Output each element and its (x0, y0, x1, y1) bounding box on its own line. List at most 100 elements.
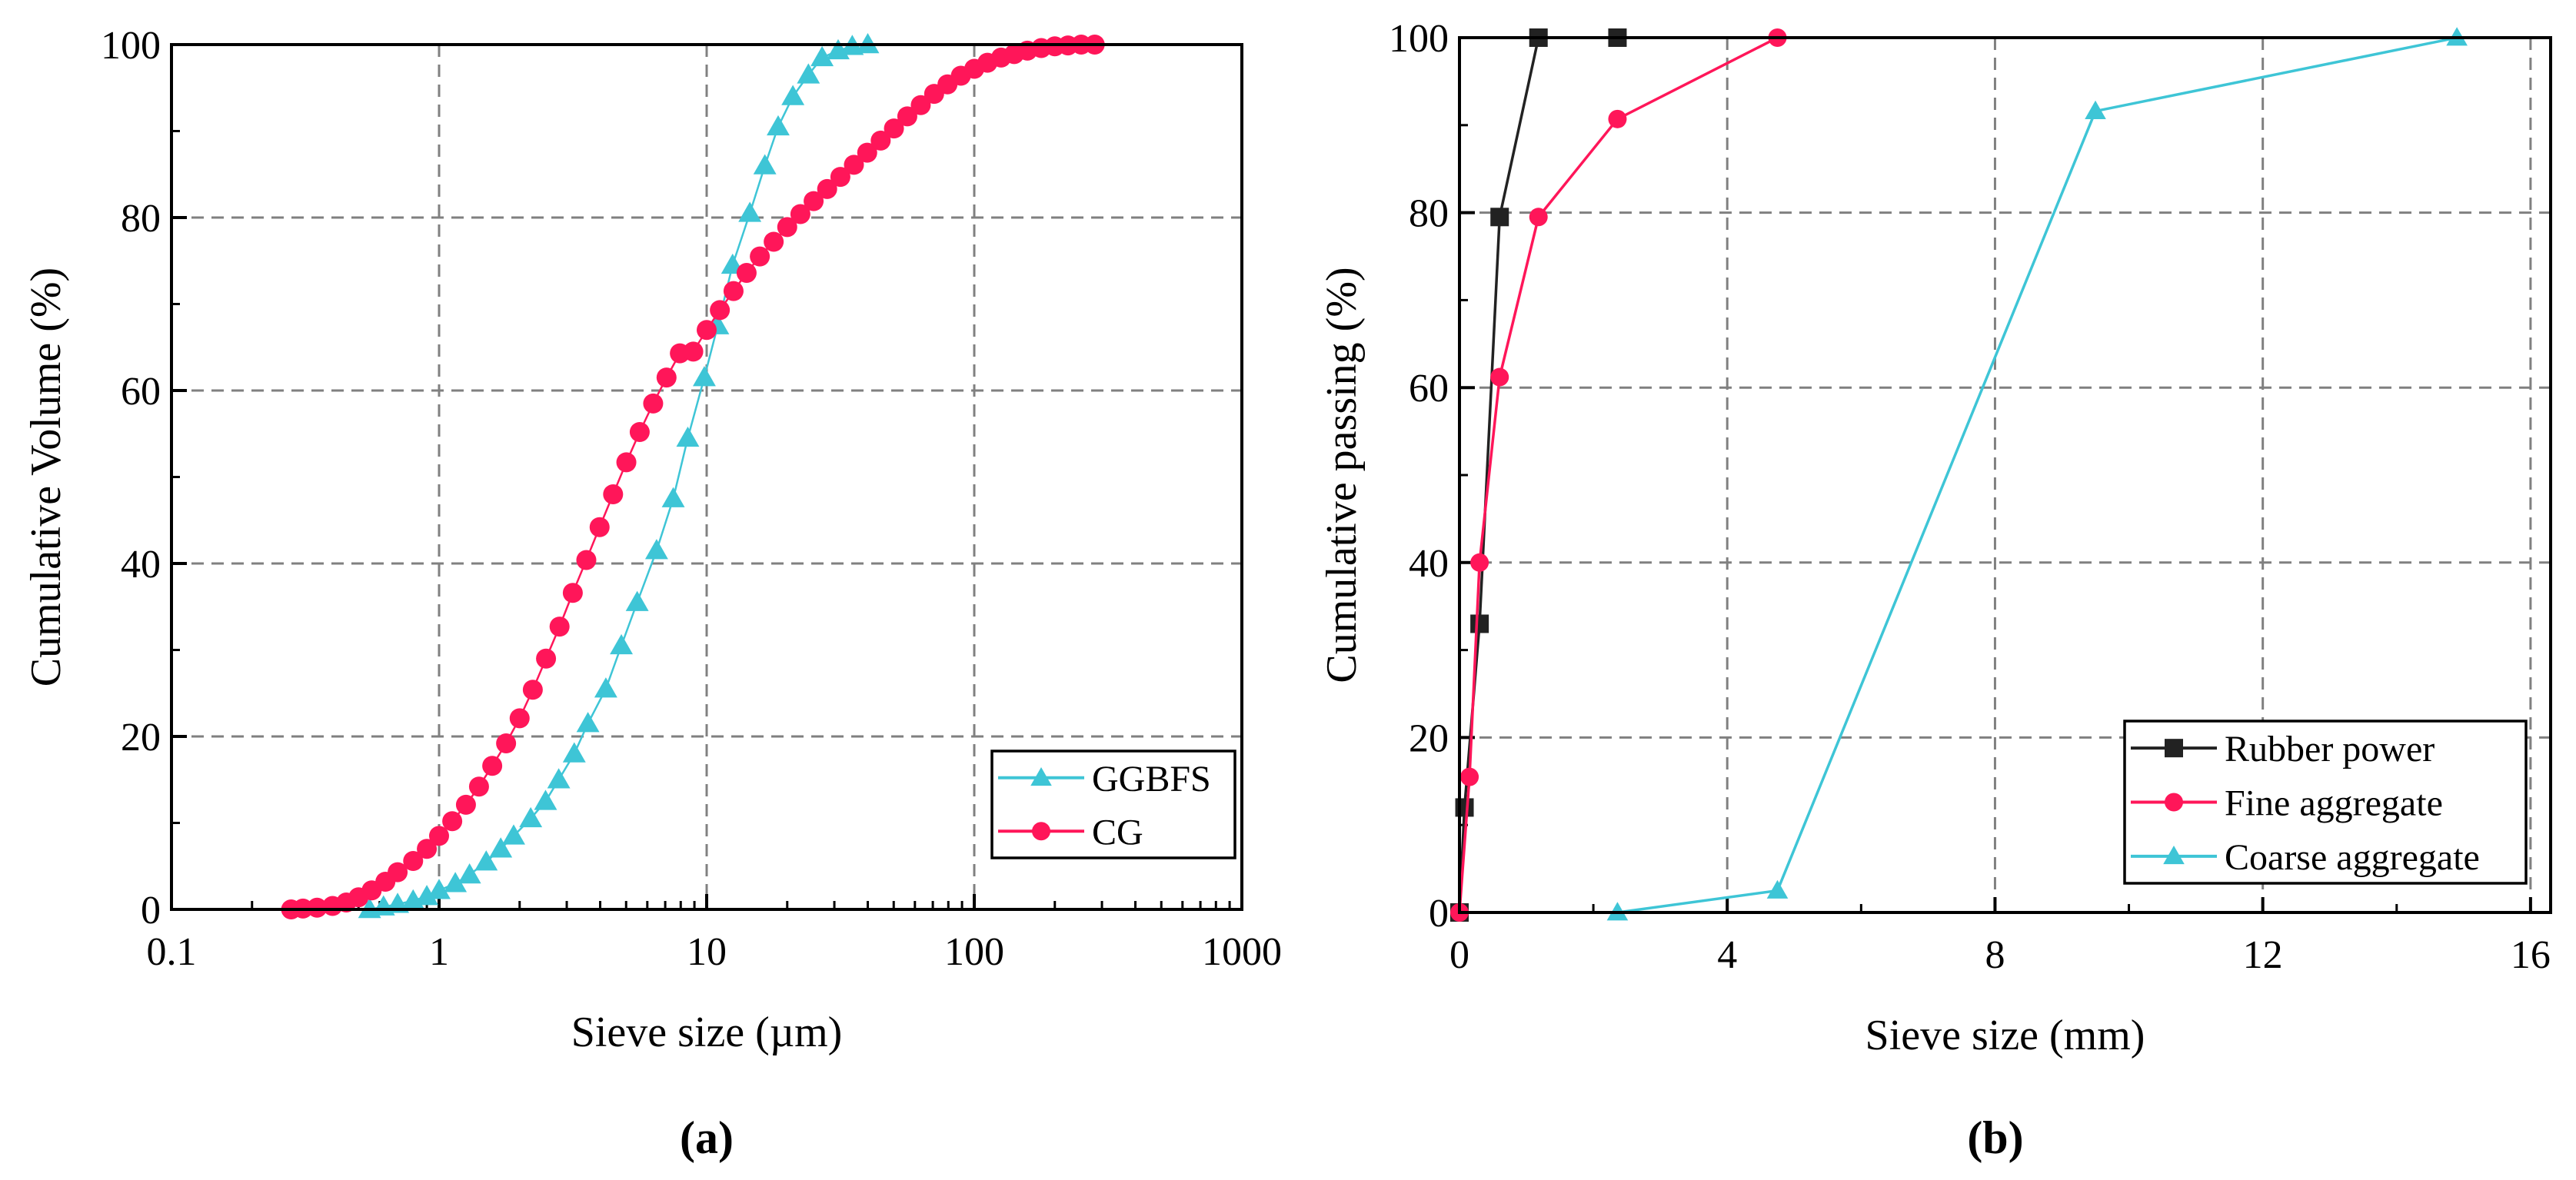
data-point (502, 824, 525, 845)
series-fine-aggregate (1450, 28, 1787, 922)
y-tick-label: 80 (121, 197, 161, 241)
data-point (1490, 367, 1509, 387)
legend: Rubber power Fine aggregate Coarse aggrega… (2123, 720, 2528, 885)
data-point (549, 617, 570, 637)
data-point (656, 367, 677, 388)
data-point (1460, 767, 1479, 786)
data-point (1470, 614, 1489, 633)
legend-marker-circle-icon (1032, 822, 1050, 841)
data-point (644, 539, 668, 560)
y-tick-label: 20 (1409, 716, 1449, 760)
data-point (562, 583, 583, 603)
data-point (562, 742, 586, 763)
data-point (536, 648, 557, 669)
data-point (910, 95, 931, 115)
data-point (388, 862, 408, 883)
series-line (1617, 36, 2458, 914)
data-point (417, 839, 438, 859)
y-tick-label: 0 (1429, 892, 1449, 936)
data-point (455, 794, 476, 815)
legend-item: GGBFS (998, 759, 1211, 799)
data-point (442, 811, 463, 832)
y-axis-label: Cumulative passing (%) (1318, 267, 1366, 683)
legend-marker-square-icon (2165, 739, 2183, 758)
data-point (482, 756, 503, 776)
data-point (616, 452, 637, 473)
data-point (897, 106, 917, 127)
panel-label: (b) (1967, 1112, 2023, 1163)
data-point (697, 320, 717, 341)
data-point (415, 885, 439, 906)
x-tick-label: 16 (2511, 933, 2551, 977)
data-point (736, 263, 757, 283)
data-point (429, 826, 449, 846)
data-point (857, 142, 877, 163)
legend-label: Rubber power (2225, 729, 2435, 769)
data-point (767, 115, 790, 136)
y-tick-label: 20 (121, 716, 161, 760)
x-tick-label: 100 (944, 930, 1004, 974)
data-point (676, 426, 700, 447)
data-point (428, 879, 451, 899)
data-point (444, 872, 468, 892)
data-point (1470, 553, 1489, 572)
y-tick-label: 40 (121, 543, 161, 587)
legend-item: Fine aggregate (2131, 783, 2443, 824)
x-tick-label: 1 (429, 930, 449, 974)
plot-frame (1458, 36, 2552, 914)
legend-marker-triangle-icon (1030, 766, 1052, 786)
data-point (764, 231, 784, 252)
series-line (369, 43, 868, 911)
panel-label: (a) (680, 1112, 734, 1163)
data-point (474, 850, 498, 871)
legend-label: Coarse aggregate (2225, 837, 2480, 878)
x-tick-label: 0.1 (147, 930, 197, 974)
data-point (468, 776, 489, 797)
x-axis-label: Sieve size (µm) (571, 1009, 843, 1056)
data-point (830, 167, 850, 188)
data-point (594, 677, 617, 698)
data-point (817, 178, 837, 199)
x-axis-label: Sieve size (mm) (1865, 1012, 2145, 1059)
y-axis-label: Cumulative Volume (%) (22, 268, 70, 686)
legend-label: CG (1092, 812, 1143, 853)
data-point (738, 201, 762, 222)
x-tick-label: 1000 (1202, 930, 1282, 974)
y-tick-label: 0 (141, 889, 161, 932)
series-ggbfs (358, 33, 880, 919)
data-point (750, 246, 770, 267)
x-tick-label: 4 (1717, 933, 1737, 977)
legend-marker-triangle-icon (2163, 846, 2185, 865)
data-point (589, 517, 610, 537)
data-point (576, 550, 597, 570)
x-tick-label: 8 (1985, 933, 2005, 977)
y-tick-label: 100 (101, 24, 161, 68)
data-point (1766, 879, 1789, 899)
data-point (781, 85, 805, 105)
data-point (683, 341, 704, 362)
data-point (403, 851, 424, 871)
data-point (576, 712, 600, 733)
chart-panel-b: 0 4 8 12 16 0 20 40 60 80 100 Sieve size (mm) Cumula… (1318, 17, 2552, 1163)
x-tick-label: 10 (687, 930, 727, 974)
y-tick-label: 100 (1389, 17, 1449, 61)
data-point (547, 768, 571, 789)
x-tick-label: 12 (2243, 933, 2283, 977)
data-point (692, 366, 716, 387)
data-point (870, 130, 891, 151)
data-point (723, 281, 744, 301)
series-cg (281, 35, 1105, 919)
legend-item: Coarse aggregate (2131, 837, 2480, 878)
y-tick-label: 40 (1409, 542, 1449, 586)
legend: GGBFS CG (990, 750, 1236, 859)
data-point (844, 155, 864, 175)
data-point (509, 708, 530, 729)
data-point (797, 63, 820, 84)
data-point (534, 789, 557, 810)
x-tick-label: 0 (1449, 933, 1469, 977)
legend-marker-circle-icon (2165, 793, 2183, 812)
data-point (522, 680, 543, 700)
data-point (625, 590, 649, 611)
data-point (603, 484, 624, 504)
